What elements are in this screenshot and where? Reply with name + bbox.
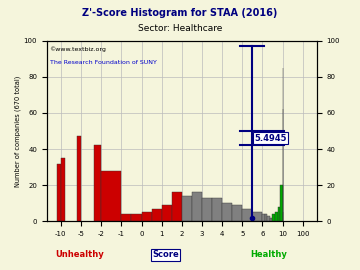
Bar: [212, 198, 222, 221]
Text: The Research Foundation of SUNY: The Research Foundation of SUNY: [50, 60, 156, 65]
Bar: [242, 209, 252, 221]
Bar: [94, 146, 101, 221]
Y-axis label: Number of companies (670 total): Number of companies (670 total): [14, 75, 21, 187]
Bar: [202, 198, 212, 221]
Bar: [232, 205, 242, 221]
Bar: [262, 214, 265, 221]
Bar: [172, 193, 182, 221]
Bar: [57, 164, 61, 221]
Bar: [270, 218, 273, 221]
Bar: [182, 196, 192, 221]
Text: Sector: Healthcare: Sector: Healthcare: [138, 24, 222, 33]
Text: ©www.textbiz.org: ©www.textbiz.org: [50, 46, 106, 52]
Bar: [152, 209, 162, 221]
Text: Z'-Score Histogram for STAA (2016): Z'-Score Histogram for STAA (2016): [82, 8, 278, 18]
Bar: [141, 212, 152, 221]
Bar: [61, 158, 65, 221]
Bar: [192, 193, 202, 221]
Bar: [121, 214, 131, 221]
Bar: [280, 185, 283, 221]
Bar: [131, 214, 141, 221]
Text: Score: Score: [152, 250, 179, 259]
Text: 5.4945: 5.4945: [254, 134, 287, 143]
Bar: [222, 203, 232, 221]
Bar: [278, 207, 280, 221]
Bar: [252, 212, 262, 221]
Text: Healthy: Healthy: [250, 250, 287, 259]
Bar: [101, 171, 121, 221]
Text: Unhealthy: Unhealthy: [55, 250, 104, 259]
Bar: [273, 214, 275, 221]
Bar: [275, 212, 278, 221]
Bar: [265, 214, 267, 221]
Bar: [77, 136, 81, 221]
Bar: [267, 216, 270, 221]
Bar: [162, 205, 172, 221]
